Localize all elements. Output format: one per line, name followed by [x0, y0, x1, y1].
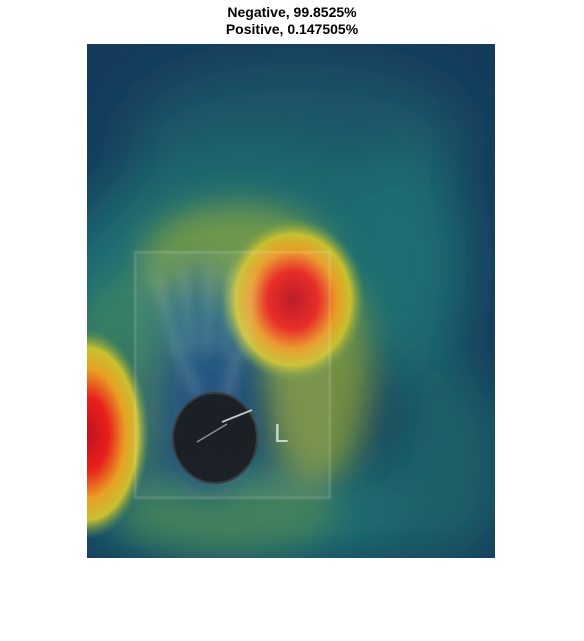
hot-spot-upper	[221, 218, 365, 382]
heatmap-overlay-image: L	[87, 44, 495, 558]
hand-bones	[154, 267, 258, 399]
figure-title-positive: Positive, 0.147505%	[225, 21, 359, 37]
side-marker-letter: L	[274, 418, 288, 448]
figure-title-negative: Negative, 99.8525%	[227, 4, 357, 20]
hot-spot-left	[87, 329, 149, 539]
